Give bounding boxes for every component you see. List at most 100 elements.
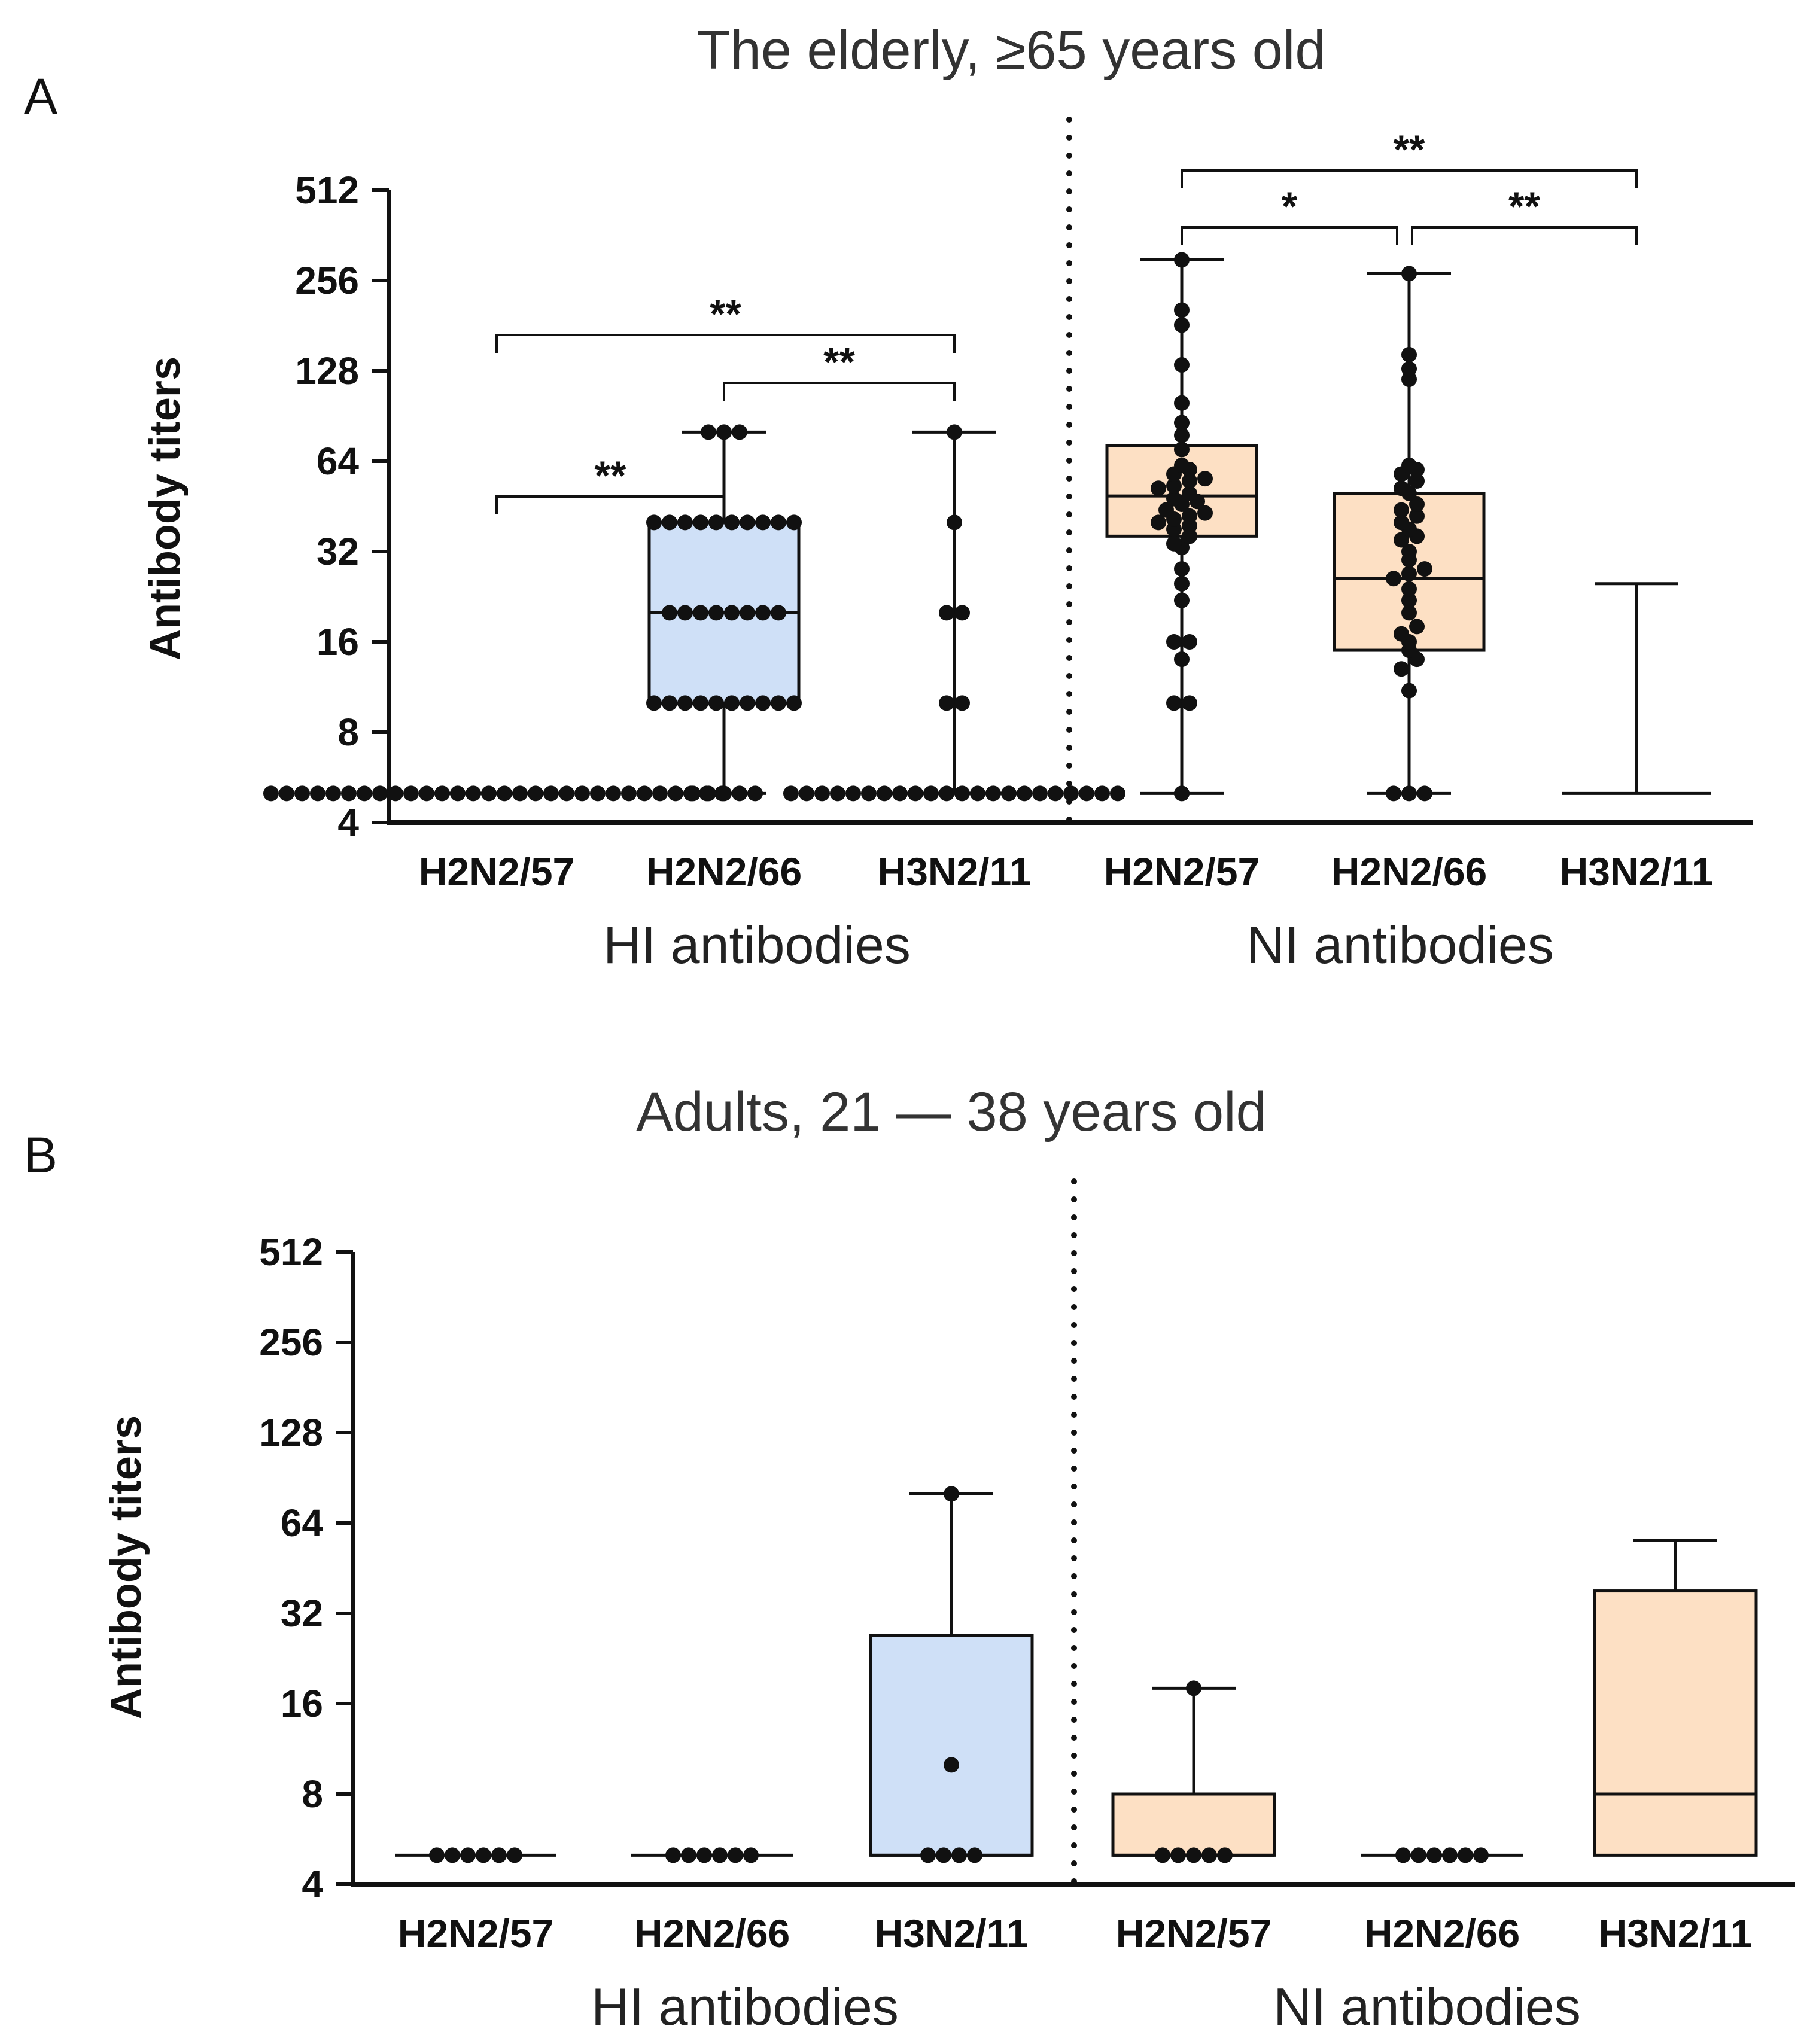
data-point: [877, 785, 892, 802]
group-label: HI antibodies: [603, 915, 911, 974]
data-point: [1197, 505, 1213, 521]
data-point: [403, 785, 419, 802]
data-point: [693, 514, 708, 531]
data-point: [740, 695, 755, 711]
data-point: [947, 514, 962, 531]
data-point: [1174, 427, 1190, 443]
data-point: [1386, 785, 1401, 802]
box-h2n2-66: [1333, 266, 1486, 802]
significance-label: **: [1394, 127, 1425, 172]
data-point: [724, 605, 740, 621]
data-point: [771, 514, 786, 531]
data-point: [1174, 575, 1190, 592]
group-label: NI antibodies: [1273, 1977, 1581, 2036]
box-h2n2-66: [1361, 1847, 1523, 1863]
data-point: [559, 785, 574, 802]
data-point: [1166, 491, 1182, 507]
bracket-line: [495, 495, 725, 514]
data-point: [1079, 785, 1094, 802]
data-point: [743, 1847, 759, 1863]
data-point: [677, 605, 693, 621]
data-point: [1394, 626, 1409, 642]
data-point: [1048, 785, 1063, 802]
x-tick-label: H2N2/57: [398, 1911, 554, 1955]
significance-label: **: [1508, 184, 1540, 229]
data-point: [476, 1847, 491, 1863]
box-h3n2-11: [1562, 582, 1711, 795]
data-point: [944, 1757, 959, 1773]
box-body: [1111, 1792, 1276, 1857]
data-point: [528, 785, 543, 802]
data-point: [693, 695, 708, 711]
data-point: [920, 1847, 936, 1863]
box-h2n2-57: [263, 785, 730, 802]
data-point: [814, 785, 830, 802]
box-h3n2-11: [1593, 1539, 1758, 1857]
data-point: [1401, 457, 1417, 473]
data-point: [445, 1847, 460, 1863]
data-point: [662, 695, 677, 711]
data-point: [939, 785, 954, 802]
data-point: [1110, 785, 1125, 802]
data-point: [665, 1847, 681, 1863]
chart-panel-a: A The elderly, ≥65 years old Antibody tite…: [24, 20, 1753, 974]
y-tick-label: 64: [281, 1501, 324, 1545]
data-point: [1401, 346, 1417, 363]
x-tick-label: H2N2/66: [1331, 849, 1487, 894]
data-point: [716, 785, 732, 802]
data-point: [646, 695, 662, 711]
data-point: [724, 514, 740, 531]
y-tick-label: 4: [302, 1863, 323, 1906]
data-point: [1017, 785, 1032, 802]
data-point: [466, 785, 481, 802]
data-point: [954, 695, 970, 711]
x-tick-label: H2N2/66: [646, 849, 802, 894]
data-point: [1401, 581, 1417, 597]
data-point: [1401, 266, 1417, 282]
data-point: [677, 695, 693, 711]
data-point: [434, 785, 450, 802]
data-point: [728, 1847, 743, 1863]
data-point: [954, 605, 970, 621]
x-tick-label: H3N2/11: [878, 849, 1032, 894]
data-point: [1174, 252, 1190, 268]
x-tick-label: H2N2/66: [1364, 1911, 1520, 1955]
data-point: [701, 785, 716, 802]
data-point: [621, 785, 637, 802]
data-point: [908, 785, 923, 802]
data-point: [1174, 395, 1190, 411]
significance-bracket: **: [495, 453, 725, 514]
x-tick-label: H2N2/57: [1116, 1911, 1272, 1955]
data-point: [1001, 785, 1017, 802]
data-point: [1395, 1847, 1411, 1863]
data-point: [1442, 1847, 1458, 1863]
data-point: [747, 785, 763, 802]
data-point: [372, 785, 388, 802]
data-point: [668, 785, 683, 802]
data-point: [1394, 532, 1409, 548]
data-point: [799, 785, 814, 802]
data-point: [1409, 508, 1425, 524]
data-point: [652, 785, 668, 802]
data-point: [341, 785, 357, 802]
data-point: [1182, 473, 1197, 489]
bracket-line: [1181, 169, 1638, 188]
data-point: [954, 785, 970, 802]
significance-label: *: [1282, 184, 1298, 229]
box-h2n2-66: [631, 1847, 793, 1863]
data-point: [1182, 508, 1197, 524]
data-point: [279, 785, 294, 802]
y-axis-label: Antibody titers: [141, 357, 189, 660]
box-body: [869, 1634, 1034, 1857]
data-point: [708, 695, 724, 711]
data-point: [543, 785, 559, 802]
data-point: [1158, 502, 1174, 518]
data-point: [1394, 480, 1409, 496]
data-point: [1401, 683, 1417, 699]
data-point: [637, 785, 652, 802]
data-point: [732, 785, 747, 802]
data-point: [1063, 785, 1079, 802]
data-point: [1155, 1847, 1170, 1863]
significance-bracket: *: [1181, 184, 1398, 245]
